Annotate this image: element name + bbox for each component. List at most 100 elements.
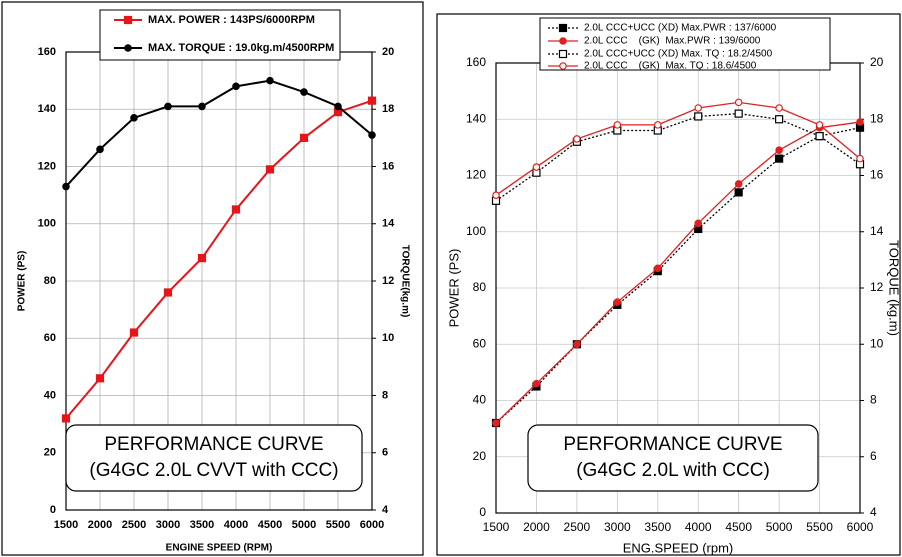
series-line: [495, 121, 861, 424]
y-tick-label: 160: [38, 46, 56, 58]
marker: [532, 379, 541, 388]
legend-label: 2.0L CCC (GK) Max. TQ : 18.6/4500: [584, 61, 757, 72]
y2-tick-label: 6: [870, 449, 877, 463]
marker: [559, 62, 567, 70]
marker: [775, 146, 783, 154]
y2-tick-label: 10: [870, 336, 884, 350]
y-axis-label: POWER (PS): [446, 249, 461, 328]
y2-tick-label: 18: [382, 103, 394, 115]
x-tick-label: 2000: [88, 519, 112, 531]
marker: [129, 328, 139, 337]
x-tick-label: 4500: [258, 519, 282, 531]
marker: [62, 182, 70, 191]
y-tick-label: 100: [466, 224, 486, 238]
y2-tick-label: 20: [382, 46, 394, 58]
y2-tick-label: 10: [382, 332, 394, 344]
marker: [123, 15, 133, 25]
marker: [653, 264, 662, 273]
marker: [559, 37, 567, 45]
marker: [694, 104, 703, 112]
y2-tick-label: 20: [870, 55, 884, 69]
x-tick-label: 3500: [190, 519, 214, 531]
marker: [492, 419, 500, 427]
marker: [613, 121, 622, 129]
x-tick-label: 6000: [847, 520, 874, 534]
x-axis-label: ENGINE SPEED (RPM): [166, 543, 273, 554]
series-line: [495, 112, 861, 202]
x-tick-label: 2000: [523, 520, 550, 534]
marker: [734, 180, 743, 188]
chart: 0 20 40 60 80 100 120 140 160 1500 2000 2500 3000 350…: [1, 1, 424, 556]
marker: [815, 132, 824, 141]
legend-box: [539, 17, 831, 71]
x-tick-label: 5000: [766, 520, 793, 534]
x-tick-label: 4000: [224, 519, 248, 531]
marker: [775, 104, 783, 112]
x-tick-label: 1500: [483, 520, 510, 534]
y-tick-label: 120: [466, 168, 486, 182]
y-tick-label: 20: [473, 449, 487, 463]
y-tick-label: 0: [50, 504, 56, 516]
marker: [96, 145, 104, 154]
chart-subtitle: (G4GC 2.0L CVVT with CCC): [89, 460, 338, 481]
marker: [856, 154, 864, 163]
x-tick-label: 3000: [604, 520, 631, 534]
series-line: [495, 101, 861, 196]
marker: [653, 121, 662, 129]
x-axis-label: ENG.SPEED (rpm): [623, 540, 734, 555]
chart-subtitle: (G4GC 2.0L with CCC): [576, 460, 770, 481]
legend-label: MAX. POWER : 143PS/6000RPM: [148, 14, 315, 26]
y2-tick-label: 16: [382, 160, 394, 172]
marker: [299, 133, 309, 142]
marker: [532, 163, 541, 171]
chart: 0 20 40 60 80 100 120 140 160 1500 2000 2500 3000 350…: [436, 13, 902, 556]
marker: [163, 288, 173, 297]
marker: [734, 188, 743, 197]
x-tick-label: 5500: [806, 520, 833, 534]
y-tick-label: 80: [473, 280, 487, 294]
marker: [266, 76, 274, 85]
y2-tick-label: 6: [382, 447, 388, 459]
x-tick-label: 4500: [725, 520, 752, 534]
x-tick-label: 2500: [564, 520, 591, 534]
marker: [197, 254, 207, 263]
marker: [558, 23, 568, 33]
y-tick-label: 140: [38, 103, 56, 115]
marker: [130, 114, 138, 122]
y2-tick-label: 14: [382, 218, 395, 230]
y-tick-label: 20: [44, 447, 56, 459]
y2-tick-label: 12: [382, 275, 394, 287]
marker: [558, 49, 568, 59]
marker: [694, 112, 703, 121]
y2-tick-label: 18: [870, 111, 884, 125]
x-tick-label: 1500: [54, 519, 78, 531]
series-line: [65, 79, 373, 188]
y2-axis-label: TORQUE (kg.m): [887, 240, 902, 336]
marker: [775, 154, 784, 163]
legend-label: 2.0L CCC (GK) Max.PWR : 139/6000: [584, 36, 761, 47]
legend-box: [99, 9, 341, 61]
x-tick-label: 2500: [122, 519, 146, 531]
y-tick-label: 160: [466, 55, 486, 69]
y-tick-label: 140: [466, 111, 486, 125]
marker: [232, 82, 240, 91]
y-tick-label: 40: [44, 389, 56, 401]
y-tick-label: 80: [44, 275, 56, 287]
y2-tick-label: 4: [870, 505, 877, 519]
x-tick-label: 3500: [644, 520, 671, 534]
marker: [856, 118, 864, 126]
marker: [734, 109, 743, 118]
marker: [694, 219, 703, 228]
x-tick-label: 4000: [685, 520, 712, 534]
marker: [734, 98, 743, 107]
marker: [815, 121, 824, 129]
x-tick-label: 6000: [360, 519, 384, 531]
y-tick-label: 0: [479, 505, 486, 519]
y2-tick-label: 16: [870, 168, 884, 182]
marker: [164, 102, 172, 111]
marker: [775, 115, 784, 124]
y2-tick-label: 8: [870, 393, 877, 407]
legend-label: 2.0L CCC+UCC (XD) Max.PWR : 137/6000: [584, 23, 777, 34]
marker: [231, 205, 241, 214]
